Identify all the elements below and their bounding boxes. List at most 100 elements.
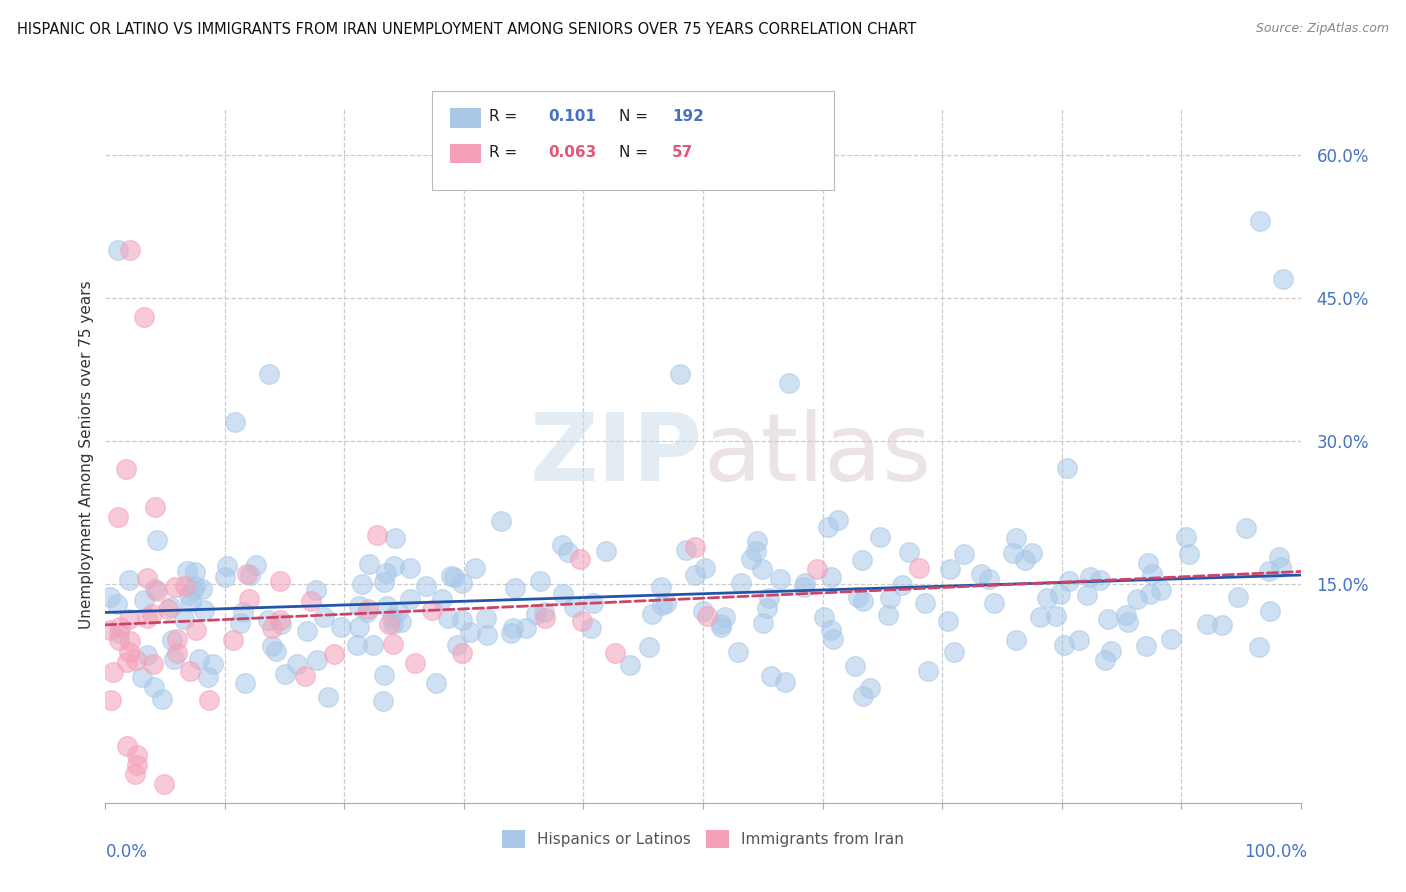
Point	[387, 604, 409, 618]
Point	[851, 552, 873, 566]
Point	[160, 633, 183, 648]
Point	[1197, 616, 1219, 631]
Point	[132, 310, 155, 324]
Point	[1150, 583, 1173, 598]
Point	[952, 547, 974, 561]
Point	[202, 657, 225, 672]
Point	[970, 566, 993, 581]
Point	[329, 620, 352, 634]
Text: N =: N =	[619, 110, 648, 124]
Point	[817, 519, 839, 533]
Point	[458, 625, 481, 640]
Point	[163, 652, 186, 666]
Point	[619, 658, 641, 673]
Point	[869, 530, 891, 544]
Point	[477, 628, 499, 642]
Point	[118, 573, 141, 587]
Point	[1270, 560, 1292, 574]
Point	[257, 614, 280, 628]
Point	[794, 576, 817, 591]
Point	[683, 540, 706, 554]
Point	[1045, 608, 1067, 623]
Point	[745, 543, 768, 558]
Point	[640, 607, 662, 622]
Point	[890, 578, 912, 592]
Point	[695, 560, 717, 574]
Point	[1126, 592, 1149, 607]
Point	[714, 610, 737, 624]
Point	[1021, 546, 1043, 560]
Point	[977, 573, 1000, 587]
Point	[710, 617, 733, 632]
Point	[389, 615, 412, 629]
Point	[1029, 610, 1052, 624]
Point	[529, 574, 551, 588]
Point	[655, 596, 678, 610]
Point	[793, 580, 815, 594]
Point	[198, 693, 221, 707]
Point	[359, 558, 381, 572]
Point	[347, 599, 370, 613]
Point	[257, 367, 280, 381]
Point	[1257, 564, 1279, 578]
Point	[917, 665, 939, 679]
Point	[505, 581, 527, 595]
Point	[143, 582, 166, 596]
Point	[1088, 573, 1111, 587]
Point	[153, 777, 176, 791]
Point	[758, 591, 780, 605]
Point	[107, 243, 129, 257]
Text: 57: 57	[672, 145, 693, 160]
Point	[314, 610, 336, 624]
Point	[551, 537, 574, 551]
Point	[232, 605, 254, 619]
Point	[238, 592, 260, 607]
Point	[224, 415, 246, 429]
Point	[1053, 638, 1076, 652]
Point	[685, 568, 707, 582]
Legend: Hispanics or Latinos, Immigrants from Iran: Hispanics or Latinos, Immigrants from Ir…	[496, 823, 910, 855]
Point	[108, 626, 131, 640]
Point	[1136, 556, 1159, 570]
Point	[270, 617, 292, 632]
Point	[316, 690, 339, 704]
Point	[269, 574, 291, 588]
Point	[1049, 587, 1071, 601]
Point	[502, 621, 524, 635]
Point	[384, 559, 406, 574]
Point	[638, 640, 661, 654]
Point	[581, 597, 603, 611]
Point	[262, 640, 284, 654]
Point	[1001, 546, 1024, 560]
Point	[222, 633, 245, 648]
Point	[533, 611, 555, 625]
Point	[398, 561, 420, 575]
Point	[1036, 591, 1059, 605]
Point	[1014, 553, 1036, 567]
Text: 192: 192	[672, 110, 704, 124]
Point	[709, 620, 731, 634]
Point	[229, 615, 252, 630]
Point	[124, 653, 146, 667]
Point	[136, 571, 159, 585]
Text: R =: R =	[489, 145, 517, 160]
Point	[214, 569, 236, 583]
Point	[118, 612, 141, 626]
Point	[1056, 461, 1078, 475]
Point	[430, 592, 453, 607]
Point	[747, 534, 769, 549]
Point	[135, 648, 157, 663]
Point	[184, 579, 207, 593]
Point	[120, 243, 142, 257]
Point	[595, 544, 617, 558]
Point	[564, 600, 586, 615]
Point	[852, 690, 875, 704]
Point	[110, 620, 132, 634]
Point	[381, 636, 404, 650]
Point	[464, 561, 486, 575]
Point	[146, 533, 169, 548]
Point	[499, 626, 522, 640]
Point	[373, 574, 395, 589]
Point	[761, 669, 783, 683]
Point	[740, 552, 762, 566]
